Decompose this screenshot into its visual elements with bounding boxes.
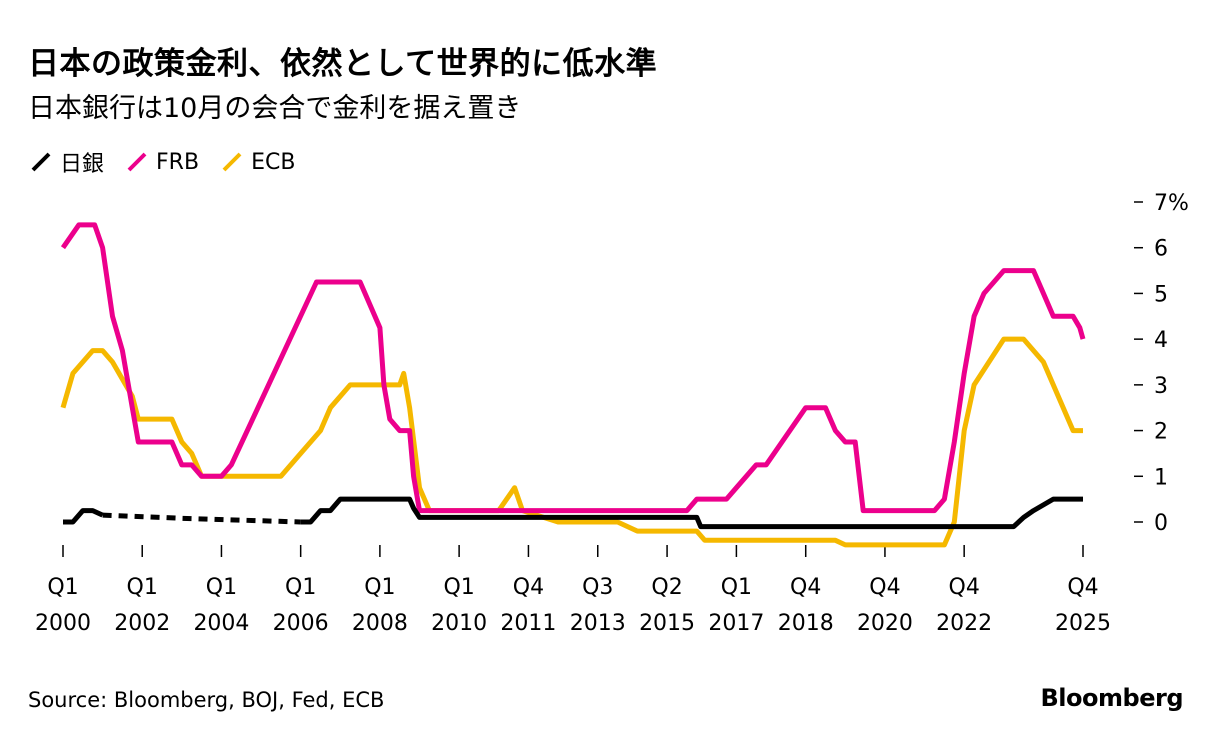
x-tick-quarter-label: Q1 [206, 575, 237, 600]
legend-label-frb: FRB [156, 149, 200, 175]
x-tick-quarter-label: Q1 [47, 575, 78, 600]
y-tick-label: 2 [1154, 420, 1168, 445]
legend-swatch-frb [127, 152, 147, 172]
source-note: Source: Bloomberg, BOJ, Fed, ECB [28, 688, 385, 712]
legend-item-ecb: ECB [221, 150, 295, 175]
x-tick-year-label: 2015 [639, 611, 695, 636]
legend-label-boj: 日銀 [60, 152, 105, 177]
chart-title: 日本の政策金利、依然として世界的に低水準 [28, 46, 658, 82]
x-tick-year-label: 2025 [1055, 611, 1111, 636]
x-tick-year-label: 2000 [35, 611, 91, 636]
series-line-boj-dashed [102, 512, 301, 525]
x-tick-year-label: 2002 [114, 611, 170, 636]
x-tick-year-label: 2017 [708, 611, 764, 636]
x-tick-quarter-label: Q3 [582, 575, 613, 600]
chart-subtitle: 日本銀行は10月の会合で金利を据え置き [28, 93, 522, 124]
series-line-ecb [60, 336, 1083, 548]
series-line-frb [60, 222, 1086, 514]
x-tick-quarter-label: Q4 [513, 575, 544, 600]
legend: 日銀 FRB ECB [30, 146, 295, 178]
series-line-boj [300, 496, 1083, 530]
series-line-boj [63, 508, 104, 525]
legend-item-boj: 日銀 [30, 146, 104, 178]
x-tick-quarter-label: Q4 [949, 575, 980, 600]
y-tick-label: 1 [1154, 465, 1168, 490]
legend-label-ecb: ECB [251, 149, 296, 175]
bloomberg-logo: Bloomberg [1040, 684, 1184, 712]
legend-item-frb: FRB [126, 150, 199, 175]
x-tick-quarter-label: Q1 [721, 575, 752, 600]
x-tick-year-label: 2018 [778, 611, 834, 636]
x-tick-year-label: 2006 [273, 611, 329, 636]
x-tick-quarter-label: Q4 [869, 575, 900, 600]
x-tick-year-label: 2010 [431, 611, 487, 636]
x-tick-quarter-label: Q2 [651, 575, 682, 600]
legend-swatch-boj [31, 152, 51, 172]
x-tick-quarter-label: Q4 [1067, 575, 1098, 600]
x-tick-year-label: 2004 [193, 611, 249, 636]
y-tick-label: 0 [1154, 511, 1168, 536]
x-tick-year-label: 2011 [500, 611, 556, 636]
y-tick-label: 7% [1154, 191, 1189, 216]
legend-swatch-ecb [222, 152, 242, 172]
x-tick-year-label: 2013 [570, 611, 626, 636]
x-tick-year-label: 2008 [352, 611, 408, 636]
x-tick-quarter-label: Q1 [127, 575, 158, 600]
x-tick-quarter-label: Q1 [364, 575, 395, 600]
y-tick-label: 3 [1154, 374, 1168, 399]
y-tick-label: 5 [1154, 282, 1168, 307]
x-tick-year-label: 2022 [936, 611, 992, 636]
y-tick-label: 6 [1154, 237, 1168, 262]
x-tick-quarter-label: Q1 [285, 575, 316, 600]
x-tick-year-label: 2020 [857, 611, 913, 636]
y-tick-label: 4 [1154, 328, 1168, 353]
x-tick-quarter-label: Q4 [790, 575, 821, 600]
x-tick-quarter-label: Q1 [443, 575, 474, 600]
